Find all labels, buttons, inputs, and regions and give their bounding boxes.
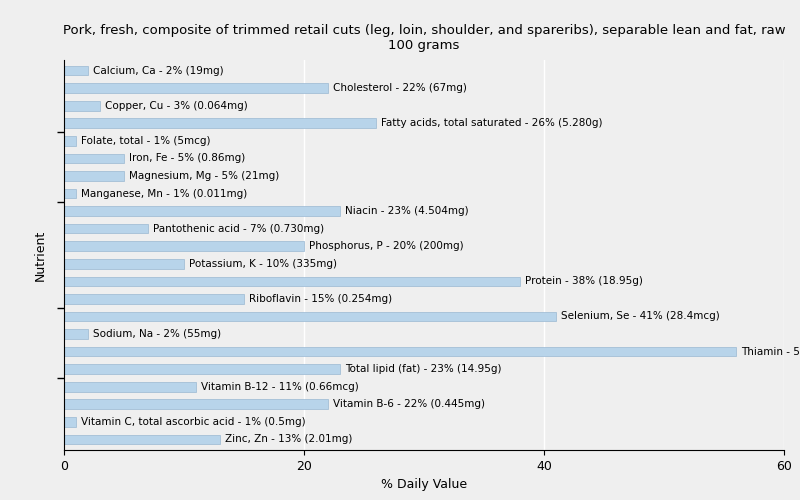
Text: Potassium, K - 10% (335mg): Potassium, K - 10% (335mg) — [189, 259, 337, 269]
Bar — [64, 224, 148, 234]
Bar — [64, 242, 304, 251]
Text: Magnesium, Mg - 5% (21mg): Magnesium, Mg - 5% (21mg) — [129, 171, 279, 181]
Bar — [64, 329, 88, 339]
Bar — [64, 66, 88, 76]
Bar — [64, 171, 124, 181]
Text: Total lipid (fat) - 23% (14.95g): Total lipid (fat) - 23% (14.95g) — [345, 364, 502, 374]
Text: Folate, total - 1% (5mcg): Folate, total - 1% (5mcg) — [81, 136, 210, 146]
Bar — [64, 382, 196, 392]
Text: Calcium, Ca - 2% (19mg): Calcium, Ca - 2% (19mg) — [93, 66, 223, 76]
Text: Thiamin - 56% (0.841mg): Thiamin - 56% (0.841mg) — [741, 346, 800, 356]
Y-axis label: Nutrient: Nutrient — [34, 230, 46, 280]
Text: Copper, Cu - 3% (0.064mg): Copper, Cu - 3% (0.064mg) — [105, 100, 247, 110]
Text: Vitamin C, total ascorbic acid - 1% (0.5mg): Vitamin C, total ascorbic acid - 1% (0.5… — [81, 417, 306, 427]
Bar — [64, 417, 76, 426]
Text: Phosphorus, P - 20% (200mg): Phosphorus, P - 20% (200mg) — [309, 241, 463, 251]
X-axis label: % Daily Value: % Daily Value — [381, 478, 467, 492]
Bar — [64, 118, 376, 128]
Bar — [64, 154, 124, 163]
Text: Vitamin B-12 - 11% (0.66mcg): Vitamin B-12 - 11% (0.66mcg) — [201, 382, 358, 392]
Bar — [64, 206, 340, 216]
Text: Zinc, Zn - 13% (2.01mg): Zinc, Zn - 13% (2.01mg) — [225, 434, 352, 444]
Bar — [64, 364, 340, 374]
Bar — [64, 136, 76, 145]
Text: Iron, Fe - 5% (0.86mg): Iron, Fe - 5% (0.86mg) — [129, 154, 245, 164]
Text: Riboflavin - 15% (0.254mg): Riboflavin - 15% (0.254mg) — [249, 294, 392, 304]
Text: Cholesterol - 22% (67mg): Cholesterol - 22% (67mg) — [333, 83, 466, 93]
Text: Niacin - 23% (4.504mg): Niacin - 23% (4.504mg) — [345, 206, 469, 216]
Bar — [64, 400, 328, 409]
Text: Vitamin B-6 - 22% (0.445mg): Vitamin B-6 - 22% (0.445mg) — [333, 400, 485, 409]
Bar — [64, 312, 556, 322]
Text: Fatty acids, total saturated - 26% (5.280g): Fatty acids, total saturated - 26% (5.28… — [381, 118, 602, 128]
Bar — [64, 101, 100, 110]
Bar — [64, 347, 736, 356]
Bar — [64, 434, 220, 444]
Text: Protein - 38% (18.95g): Protein - 38% (18.95g) — [525, 276, 642, 286]
Bar — [64, 84, 328, 93]
Title: Pork, fresh, composite of trimmed retail cuts (leg, loin, shoulder, and sparerib: Pork, fresh, composite of trimmed retail… — [62, 24, 786, 52]
Bar — [64, 259, 184, 268]
Text: Selenium, Se - 41% (28.4mcg): Selenium, Se - 41% (28.4mcg) — [561, 312, 719, 322]
Text: Manganese, Mn - 1% (0.011mg): Manganese, Mn - 1% (0.011mg) — [81, 188, 247, 198]
Bar — [64, 188, 76, 198]
Text: Pantothenic acid - 7% (0.730mg): Pantothenic acid - 7% (0.730mg) — [153, 224, 324, 234]
Bar — [64, 294, 244, 304]
Bar — [64, 276, 520, 286]
Text: Sodium, Na - 2% (55mg): Sodium, Na - 2% (55mg) — [93, 329, 221, 339]
